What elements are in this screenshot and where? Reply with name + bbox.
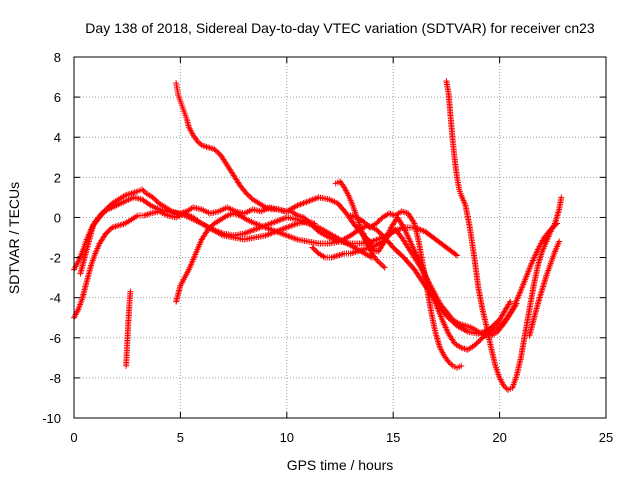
data-point [502, 384, 509, 391]
y-tick-label: -6 [49, 331, 61, 346]
y-tick-label: -4 [49, 291, 61, 306]
data-point [146, 210, 153, 217]
data-point [376, 259, 383, 266]
data-point [139, 186, 146, 193]
chart-title: Day 138 of 2018, Sidereal Day-to-day VTE… [85, 20, 595, 36]
data-point [354, 227, 361, 234]
series-arc7 [309, 226, 520, 339]
data-point [197, 140, 204, 147]
y-tick-label: 0 [54, 210, 61, 225]
data-point [141, 189, 148, 196]
data-point [330, 254, 337, 261]
data-point [349, 250, 356, 257]
series-arc10 [443, 78, 565, 393]
data-point [127, 288, 134, 295]
y-tick-label: -2 [49, 251, 61, 266]
y-tick-label: 2 [54, 170, 61, 185]
data-point [194, 138, 201, 145]
data-point [378, 261, 385, 268]
y-axis-label: SDTVAR / TECUs [6, 182, 22, 294]
data-point [144, 211, 151, 218]
series-arc1 [71, 208, 318, 321]
data-point [331, 253, 338, 260]
data-point [117, 221, 124, 228]
data-point [454, 252, 461, 259]
data-point [377, 260, 384, 267]
data-markers [71, 78, 565, 393]
series-arc9 [347, 208, 465, 371]
data-point [131, 189, 138, 196]
y-tick-labels: -10 -8 -6 -4 -2 0 2 4 6 8 [42, 50, 61, 426]
data-point [558, 194, 565, 201]
data-point [410, 219, 417, 226]
y-tick-label: 4 [54, 130, 61, 145]
data-point [133, 188, 140, 195]
data-point [140, 187, 147, 194]
data-point [387, 210, 394, 217]
data-point [206, 144, 213, 151]
x-tick-label: 5 [177, 430, 184, 445]
data-point [339, 251, 346, 258]
data-point [115, 222, 122, 229]
data-point [350, 249, 357, 256]
data-point [374, 257, 381, 264]
series-arc11 [526, 238, 563, 339]
data-point [506, 300, 513, 307]
data-point [203, 143, 210, 150]
series-arc6 [173, 210, 514, 337]
x-tick-label: 20 [492, 430, 506, 445]
data-point [114, 222, 121, 229]
y-tick-label: -8 [49, 371, 61, 386]
y-tick-label: 8 [54, 50, 61, 65]
data-point [452, 251, 459, 258]
data-point [195, 139, 202, 146]
data-point [556, 238, 563, 245]
grid [74, 57, 606, 418]
data-point [448, 361, 455, 368]
series-arc4 [123, 288, 134, 369]
series-arc12 [360, 230, 388, 271]
x-axis-label: GPS time / hours [287, 457, 394, 473]
data-point [400, 208, 407, 215]
data-point [500, 382, 507, 389]
data-point [458, 362, 465, 369]
data-point [146, 201, 153, 208]
plot-frame [73, 56, 607, 419]
data-point [446, 360, 453, 367]
data-point [205, 144, 212, 151]
data-point [373, 256, 380, 263]
x-tick-label: 10 [280, 430, 294, 445]
data-point [380, 263, 387, 270]
x-tick-labels: 0 5 10 15 20 25 [70, 430, 613, 445]
data-point [333, 253, 340, 260]
y-tick-label: -10 [42, 411, 61, 426]
data-point [445, 358, 452, 365]
data-point [381, 264, 388, 271]
x-tick-label: 25 [599, 430, 613, 445]
data-point [198, 142, 205, 149]
axis-ticks [73, 56, 607, 419]
y-tick-label: 6 [54, 90, 61, 105]
x-tick-label: 15 [386, 430, 400, 445]
x-tick-label: 0 [70, 430, 77, 445]
data-point [507, 298, 514, 305]
data-point [463, 346, 470, 353]
series-arc2 [71, 194, 375, 273]
data-point [338, 251, 345, 258]
